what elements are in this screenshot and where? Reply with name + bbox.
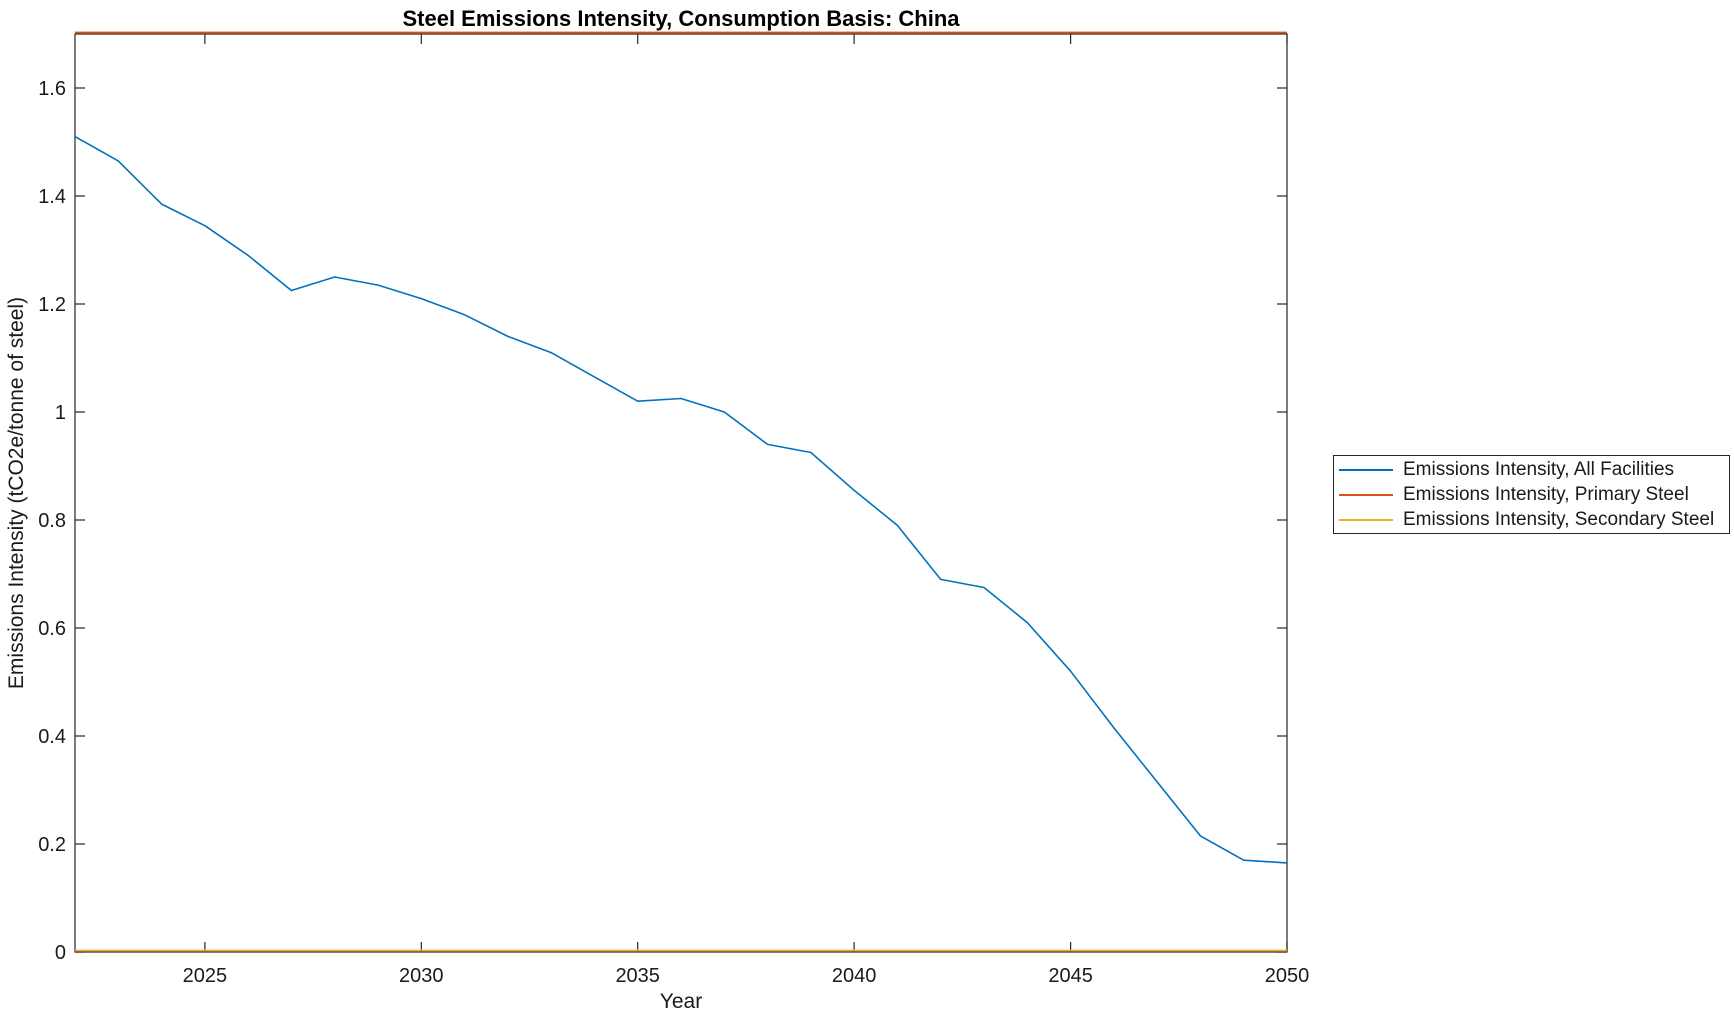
y-tick-label: 0.6: [38, 618, 66, 640]
plot-border: [74, 33, 1288, 953]
chart-title: Steel Emissions Intensity, Consumption B…: [402, 6, 960, 31]
y-tick-label: 0.4: [38, 726, 66, 748]
legend-item-all-facilities: Emissions Intensity, All Facilities: [1334, 457, 1729, 482]
x-tick-label: 2025: [183, 965, 228, 987]
y-tick-label: 1: [55, 402, 66, 424]
series-line-all-facilities: [74, 135, 1288, 864]
x-tick-label: 2030: [399, 965, 444, 987]
legend-line-sample-primary-steel: [1339, 493, 1393, 496]
x-tick-label: 2050: [1265, 965, 1310, 987]
legend-item-secondary-steel: Emissions Intensity, Secondary Steel: [1334, 507, 1729, 532]
y-tick-label: 0: [55, 942, 66, 964]
y-tick-label: 1.6: [38, 78, 66, 100]
y-tick-label: 0.2: [38, 834, 66, 856]
legend-label-all-facilities: Emissions Intensity, All Facilities: [1403, 458, 1675, 480]
legend-label-primary-steel: Emissions Intensity, Primary Steel: [1403, 483, 1689, 505]
legend-item-primary-steel: Emissions Intensity, Primary Steel: [1334, 482, 1729, 507]
x-tick-label: 2045: [1048, 965, 1093, 987]
legend: Emissions Intensity, All Facilities Emis…: [1333, 455, 1730, 534]
legend-label-secondary-steel: Emissions Intensity, Secondary Steel: [1403, 508, 1715, 530]
legend-line-sample-secondary-steel: [1339, 518, 1393, 521]
y-axis-label: Emissions Intensity (tCO2e/tonne of stee…: [5, 296, 28, 690]
y-tick-label: 1.4: [38, 186, 66, 208]
x-axis-label: Year: [659, 990, 703, 1013]
y-tick-label: 1.2: [38, 294, 66, 316]
legend-line-sample-all-facilities: [1339, 468, 1393, 471]
y-tick-label: 0.8: [38, 510, 66, 532]
x-tick-label: 2035: [615, 965, 660, 987]
x-tick-label: 2040: [832, 965, 877, 987]
